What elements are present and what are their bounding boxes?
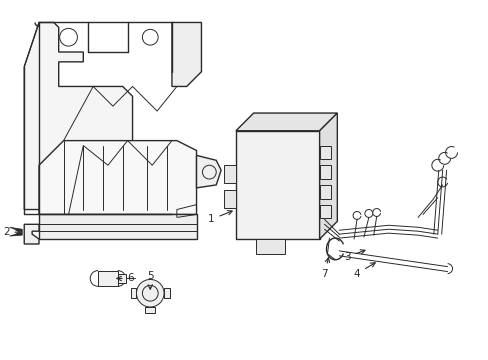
Polygon shape	[39, 141, 196, 215]
Polygon shape	[9, 232, 22, 236]
Text: 4: 4	[353, 263, 374, 279]
Polygon shape	[98, 271, 118, 286]
Text: 5: 5	[147, 271, 153, 289]
Polygon shape	[235, 113, 337, 131]
Polygon shape	[163, 288, 170, 298]
Polygon shape	[196, 156, 221, 188]
Polygon shape	[319, 113, 337, 239]
Polygon shape	[9, 227, 22, 232]
Polygon shape	[319, 145, 331, 159]
Polygon shape	[145, 307, 155, 313]
Text: 1: 1	[207, 211, 232, 224]
Text: 3: 3	[343, 250, 365, 262]
Polygon shape	[130, 288, 136, 298]
Polygon shape	[319, 185, 331, 199]
Polygon shape	[39, 215, 196, 239]
Text: 6: 6	[117, 274, 134, 283]
Polygon shape	[319, 204, 331, 219]
Text: 7: 7	[321, 258, 329, 279]
Text: 2: 2	[3, 227, 20, 237]
Polygon shape	[319, 165, 331, 179]
Polygon shape	[24, 224, 39, 244]
Polygon shape	[24, 22, 132, 210]
Polygon shape	[224, 190, 235, 208]
Polygon shape	[172, 22, 201, 86]
Polygon shape	[224, 165, 235, 183]
Circle shape	[136, 279, 163, 307]
Polygon shape	[255, 239, 285, 254]
Polygon shape	[118, 274, 125, 283]
Polygon shape	[235, 131, 319, 239]
